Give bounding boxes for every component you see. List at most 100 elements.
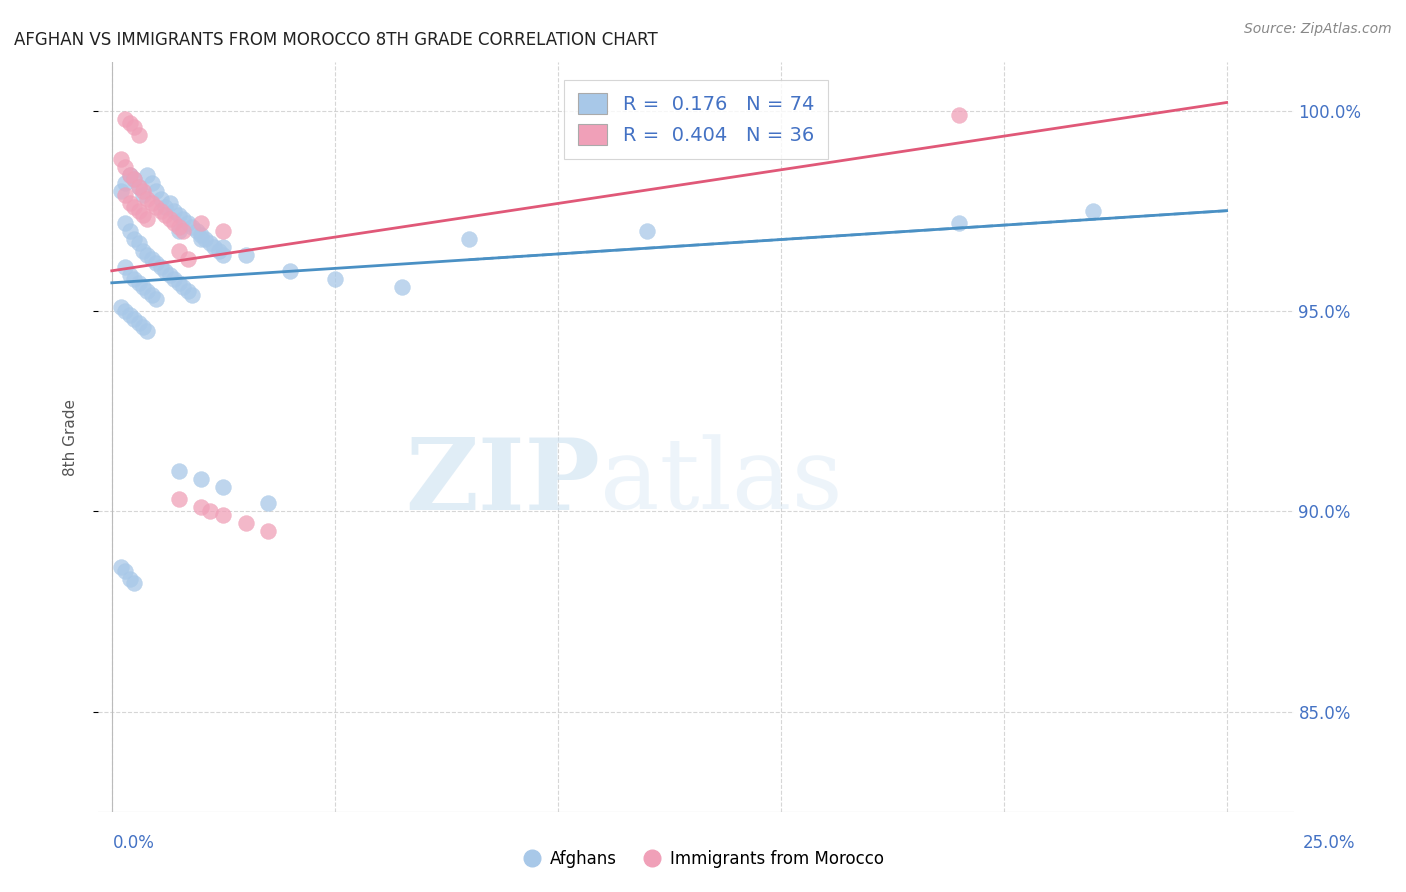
Point (159, 195, 181, 210)
Point (141, 288, 163, 302)
Point (155, 264, 177, 278)
Point (128, 128, 150, 142)
Point (190, 232, 212, 246)
Y-axis label: 8th Grade: 8th Grade (63, 399, 77, 475)
Point (128, 179, 150, 194)
Point (948, 216, 970, 230)
Point (457, 232, 479, 246)
Point (110, 152, 132, 166)
Text: ZIP: ZIP (405, 434, 600, 531)
Point (114, 187, 136, 202)
Point (181, 219, 204, 234)
Point (132, 187, 155, 202)
Point (391, 280, 413, 294)
Point (176, 284, 198, 298)
Point (118, 168, 141, 182)
Point (122, 576, 145, 591)
Point (190, 500, 212, 515)
Point (167, 208, 190, 222)
Point (141, 176, 163, 190)
Point (114, 564, 136, 578)
Point (128, 203, 150, 218)
Point (132, 280, 155, 294)
Point (122, 171, 145, 186)
Point (194, 232, 217, 246)
Point (114, 216, 136, 230)
Point (132, 208, 155, 222)
Point (1081, 203, 1104, 218)
Point (122, 232, 145, 246)
Point (323, 272, 346, 286)
Point (257, 524, 280, 539)
Point (141, 252, 163, 266)
Point (136, 284, 159, 298)
Point (163, 272, 186, 286)
Point (257, 496, 280, 510)
Point (278, 264, 301, 278)
Legend: Afghans, Immigrants from Morocco: Afghans, Immigrants from Morocco (515, 844, 891, 875)
Point (110, 560, 132, 574)
Point (198, 504, 221, 518)
Point (176, 252, 198, 266)
Point (190, 472, 212, 486)
Point (172, 280, 194, 294)
Point (212, 248, 235, 262)
Point (235, 516, 257, 531)
Point (118, 115, 141, 129)
Point (167, 492, 190, 507)
Point (198, 235, 221, 250)
Point (208, 244, 231, 258)
Text: atlas: atlas (600, 434, 844, 530)
Point (145, 184, 167, 198)
Point (128, 235, 150, 250)
Point (163, 216, 186, 230)
Point (636, 224, 658, 238)
Point (155, 208, 177, 222)
Point (128, 179, 150, 194)
Point (235, 248, 257, 262)
Point (190, 227, 212, 242)
Point (149, 260, 172, 274)
Point (145, 200, 167, 214)
Point (122, 120, 145, 134)
Point (132, 184, 155, 198)
Point (172, 211, 194, 226)
Point (145, 256, 167, 270)
Point (136, 192, 159, 206)
Point (167, 276, 190, 290)
Point (167, 464, 190, 478)
Point (118, 224, 141, 238)
Point (149, 203, 172, 218)
Point (212, 508, 235, 523)
Point (110, 300, 132, 314)
Text: 25.0%: 25.0% (1302, 834, 1355, 852)
Point (181, 288, 204, 302)
Point (114, 176, 136, 190)
Point (155, 200, 177, 214)
Point (132, 244, 155, 258)
Point (114, 160, 136, 174)
Point (128, 316, 150, 330)
Point (118, 268, 141, 282)
Point (122, 200, 145, 214)
Point (118, 168, 141, 182)
Point (122, 311, 145, 326)
Point (149, 192, 172, 206)
Point (136, 324, 159, 338)
Point (176, 216, 198, 230)
Point (145, 292, 167, 306)
Point (118, 195, 141, 210)
Point (136, 211, 159, 226)
Point (948, 107, 970, 121)
Point (141, 195, 163, 210)
Point (128, 276, 150, 290)
Point (136, 168, 159, 182)
Point (159, 211, 181, 226)
Point (163, 203, 186, 218)
Legend: R =  0.176   N = 74, R =  0.404   N = 36: R = 0.176 N = 74, R = 0.404 N = 36 (564, 79, 828, 159)
Point (114, 304, 136, 318)
Point (190, 216, 212, 230)
Point (212, 480, 235, 494)
Point (136, 248, 159, 262)
Point (118, 308, 141, 322)
